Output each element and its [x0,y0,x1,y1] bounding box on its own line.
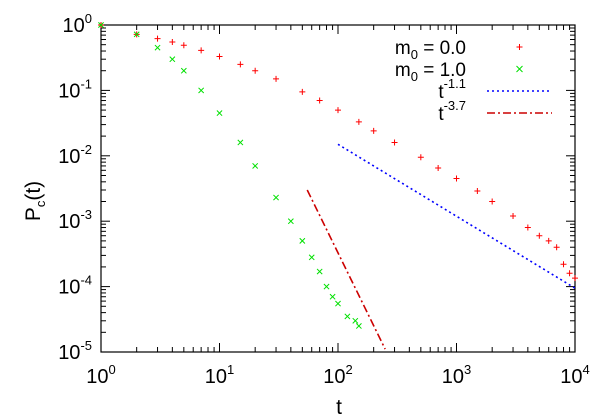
data-point [335,300,341,307]
data-point [316,97,323,104]
data-point [299,88,306,95]
data-point [237,139,244,146]
legend: m0 = 0.0m0 = 1.0t-1.1t-3.7 [395,38,552,125]
y-tick-label: 10-2 [58,142,92,168]
data-series [98,22,578,329]
fit-lines [306,143,576,350]
data-point [566,270,573,277]
y-tick-label: 10-4 [58,273,92,299]
legend-marker [516,44,523,50]
legend-item: m0 = 0.0 [395,38,523,62]
data-point [287,218,294,225]
data-point [273,194,279,201]
x-tick-label: 103 [442,362,471,388]
data-point [169,56,176,63]
data-point [553,244,560,251]
data-point [180,42,187,49]
data-point [474,187,481,194]
y-tick-label: 10-5 [58,338,92,364]
data-point [510,213,517,220]
data-point [299,237,306,244]
legend-label: m0 = 0.0 [395,38,466,62]
data-point [216,110,223,117]
x-axis-label: t [336,396,342,419]
data-point [572,275,578,282]
x-tick-label: 104 [560,362,589,388]
data-point [329,293,336,300]
data-point [316,268,323,275]
data-point [154,35,161,42]
y-axis-label: Pc(t) [22,181,48,221]
legend-item: m0 = 1.0 [395,60,523,84]
data-point [252,162,259,169]
fit-line-1 [337,143,576,289]
data-point [370,127,377,134]
data-point [198,47,205,54]
legend-label: t-3.7 [438,98,466,125]
data-point [323,283,330,290]
data-point [391,139,398,146]
y-tick-label: 10-1 [58,76,92,102]
data-point [489,198,496,205]
data-point [237,61,244,68]
x-tick-label: 100 [86,362,115,388]
data-point [417,154,424,161]
data-point [524,224,531,231]
y-tick-labels: 100 10-1 10-2 10-3 10-4 10-5 [58,11,92,364]
data-point [560,261,567,268]
data-point [536,232,543,239]
legend-item: t-1.1 [438,76,552,103]
data-point [98,22,104,28]
data-point [355,323,362,329]
data-point [180,67,187,74]
fit-line-2 [306,189,386,350]
legend-marker [516,65,523,73]
legend-label: t-1.1 [438,76,466,103]
legend-label: m0 = 1.0 [395,60,466,84]
series-2 [98,22,362,329]
x-tick-labels: 100 101 102 103 104 [86,362,589,388]
data-point [435,165,442,172]
data-point [216,53,223,60]
y-tick-label: 10-3 [58,207,92,233]
data-point [545,237,552,244]
data-point [453,175,460,182]
data-point [154,44,161,51]
tick-marks [100,24,576,353]
x-tick-label: 101 [205,362,234,388]
data-point [133,31,140,38]
data-point [252,67,259,74]
data-point [273,75,280,82]
y-tick-label: 100 [63,11,92,37]
data-point [355,118,362,125]
data-point [198,87,205,94]
data-point [344,313,351,320]
data-point [169,38,176,45]
legend-item: t-3.7 [438,98,552,125]
x-tick-label: 102 [323,362,352,388]
data-point [335,107,341,114]
data-point [308,254,315,261]
data-point [352,317,359,324]
